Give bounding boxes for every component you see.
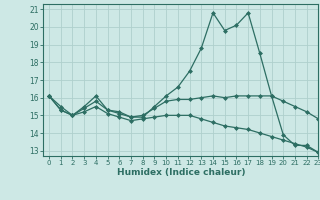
X-axis label: Humidex (Indice chaleur): Humidex (Indice chaleur) (116, 168, 245, 177)
